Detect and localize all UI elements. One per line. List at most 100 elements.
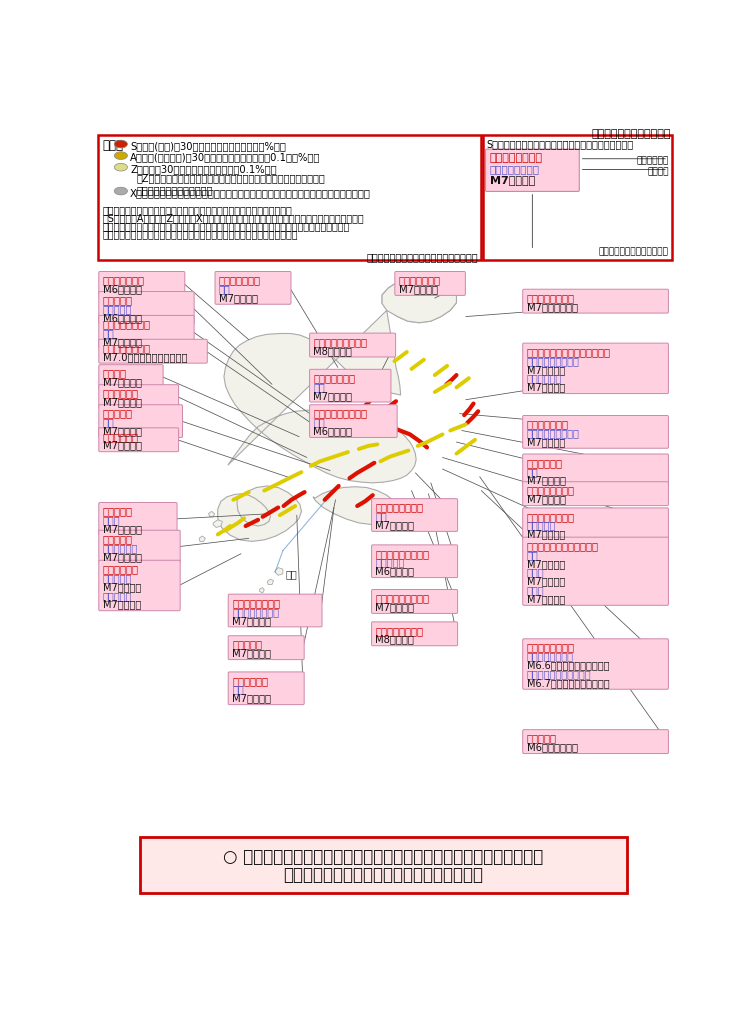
Text: 沖縄: 沖縄 — [286, 569, 298, 579]
FancyBboxPatch shape — [99, 385, 178, 408]
FancyBboxPatch shape — [310, 370, 391, 402]
Text: 主部：衣笠・北武断層帯: 主部：衣笠・北武断層帯 — [526, 669, 591, 679]
Polygon shape — [200, 536, 206, 541]
FancyBboxPatch shape — [310, 333, 395, 357]
FancyBboxPatch shape — [215, 272, 291, 304]
Text: 断層帯の名称: 断層帯の名称 — [637, 156, 669, 165]
Polygon shape — [260, 588, 264, 593]
Text: 凡例：: 凡例： — [102, 140, 123, 152]
Text: Sランクの活動区間を含む断層帯に吹き出しを付けた。: Sランクの活動区間を含む断層帯に吹き出しを付けた。 — [486, 139, 633, 149]
Text: 主部: 主部 — [376, 512, 387, 522]
FancyBboxPatch shape — [523, 482, 668, 505]
FancyBboxPatch shape — [483, 135, 672, 259]
FancyBboxPatch shape — [99, 561, 180, 611]
FancyBboxPatch shape — [523, 730, 668, 753]
FancyBboxPatch shape — [523, 639, 668, 689]
Text: M7．５程度: M7．５程度 — [232, 648, 271, 659]
Text: M7．４程度: M7．４程度 — [526, 594, 565, 604]
Polygon shape — [209, 512, 214, 517]
Text: 櫛形山脈断層帯: 櫛形山脈断層帯 — [103, 276, 145, 285]
FancyBboxPatch shape — [99, 428, 178, 451]
Text: M7．６程度: M7．６程度 — [526, 577, 565, 586]
Text: 石鎚山脈北緑西部: 石鎚山脈北緑西部 — [232, 606, 279, 617]
Text: 山形盆地断層帯: 山形盆地断層帯 — [219, 276, 261, 285]
Text: 中南部: 中南部 — [526, 585, 544, 595]
Text: M7．７程度: M7．７程度 — [103, 378, 142, 387]
Text: 木曽山脈西縁断層帯: 木曽山脈西縁断層帯 — [376, 548, 430, 558]
FancyBboxPatch shape — [485, 149, 579, 191]
FancyBboxPatch shape — [99, 502, 177, 535]
Text: 弥栄断層: 弥栄断層 — [103, 369, 127, 379]
Text: 主部：北部: 主部：北部 — [103, 304, 132, 314]
Polygon shape — [313, 487, 400, 525]
Text: 長岡平野西縁断層帯: 長岡平野西縁断層帯 — [314, 337, 368, 347]
FancyBboxPatch shape — [523, 343, 668, 393]
Text: 警固断層帯: 警固断層帯 — [103, 506, 133, 517]
Text: 上町断層帯: 上町断層帯 — [232, 639, 262, 649]
Text: Sランク、Aランク、Zランク、Xランクのいずれも、すぐに地震が起こることが否定できない。: Sランク、Aランク、Zランク、Xランクのいずれも、すぐに地震が起こることが否定で… — [102, 213, 364, 223]
Text: 主部：南部: 主部：南部 — [376, 557, 405, 568]
Text: M6.6程度もしくはそれ以上: M6.6程度もしくはそれ以上 — [526, 661, 609, 671]
Text: 活動区間: 活動区間 — [647, 167, 669, 177]
Text: 日奈久断層帯: 日奈久断層帯 — [103, 565, 139, 574]
Text: M7．５程度: M7．５程度 — [490, 175, 535, 185]
Ellipse shape — [114, 152, 128, 159]
Text: 八代海区間: 八代海区間 — [103, 573, 132, 583]
Text: 菊川断層帯: 菊川断層帯 — [103, 408, 133, 419]
Text: 中北部: 中北部 — [526, 568, 544, 578]
Text: 南東部: 南東部 — [103, 516, 120, 525]
Text: M7．２程度: M7．２程度 — [526, 530, 565, 539]
FancyBboxPatch shape — [228, 636, 304, 660]
FancyBboxPatch shape — [371, 622, 458, 645]
FancyBboxPatch shape — [523, 454, 668, 487]
Ellipse shape — [114, 163, 128, 172]
Polygon shape — [275, 568, 283, 575]
Text: M6．９程度: M6．９程度 — [103, 313, 142, 323]
Text: 糸魚川一静岡構造線断層帯: 糸魚川一静岡構造線断層帯 — [526, 541, 598, 551]
Text: M7．３程度以上: M7．３程度以上 — [526, 302, 578, 312]
Text: 日奈久区間: 日奈久区間 — [103, 591, 132, 600]
Text: M7．１程度: M7．１程度 — [314, 391, 352, 401]
FancyBboxPatch shape — [523, 537, 668, 605]
Text: 国府断層帯: 国府断層帯 — [526, 521, 556, 531]
Text: M7．４程度: M7．４程度 — [376, 602, 415, 613]
FancyBboxPatch shape — [228, 594, 322, 627]
Text: 中部: 中部 — [103, 418, 115, 428]
Text: M7．７程度: M7．７程度 — [526, 558, 565, 569]
Text: 三浦半島系断層群: 三浦半島系断層群 — [526, 642, 574, 652]
Text: 十日町断層帯: 十日町断層帯 — [526, 457, 562, 468]
Text: サロベツ断層帯: サロベツ断層帯 — [399, 276, 441, 285]
Text: （Zランクでも、活断層が存在すること自体、当該地域で大きな地震が
　発生する可能性を示す。）: （Zランクでも、活断層が存在すること自体、当該地域で大きな地震が 発生する可能性… — [136, 174, 326, 195]
Text: M8．０程度: M8．０程度 — [376, 635, 414, 644]
Text: 呉羽山断層帯: 呉羽山断層帯 — [526, 374, 562, 384]
Text: 高田平野断層帯: 高田平野断層帯 — [526, 420, 568, 430]
Ellipse shape — [114, 187, 128, 195]
Text: ２０２５年１月１５日公表: ２０２５年１月１５日公表 — [592, 129, 671, 139]
FancyBboxPatch shape — [523, 289, 668, 313]
Polygon shape — [267, 579, 274, 584]
Text: M7．３程度: M7．３程度 — [103, 582, 141, 592]
Text: 阿寺断層帯: 阿寺断層帯 — [103, 295, 133, 305]
Polygon shape — [217, 486, 302, 541]
Text: Sランク(高い)：30年以内の地震発生確率が３%以上: Sランク(高い)：30年以内の地震発生確率が３%以上 — [130, 141, 286, 151]
FancyBboxPatch shape — [99, 404, 182, 437]
Text: M7．０程度: M7．０程度 — [526, 364, 565, 375]
Text: 北部: 北部 — [103, 328, 115, 338]
Text: 北部: 北部 — [526, 550, 538, 560]
Text: ランクの算定基準日は２０２５年１月１日: ランクの算定基準日は２０２５年１月１日 — [367, 252, 478, 261]
Text: 富士川河口断層帯: 富士川河口断層帯 — [376, 626, 424, 636]
Text: る強い揺れに見舞われるおそれがあります。: る強い揺れに見舞われるおそれがあります。 — [284, 867, 484, 884]
Text: 周防灘断層帯: 周防灘断層帯 — [232, 676, 268, 686]
Text: M7．２程度: M7．２程度 — [103, 524, 142, 534]
FancyBboxPatch shape — [371, 545, 458, 578]
FancyBboxPatch shape — [99, 272, 184, 295]
Text: 高山・大原断層帯: 高山・大原断層帯 — [526, 512, 574, 522]
Text: M6．９程度: M6．９程度 — [314, 427, 352, 436]
Text: 黒松内低地断層帯: 黒松内低地断層帯 — [526, 293, 574, 303]
Ellipse shape — [114, 140, 128, 148]
Text: 奈良盆地東縁断層帯: 奈良盆地東縁断層帯 — [376, 593, 430, 603]
Text: Zランク：30年以内の地震発生確率が0.1%未満: Zランク：30年以内の地震発生確率が0.1%未満 — [130, 164, 277, 175]
Text: 安芸灘断層帯: 安芸灘断層帯 — [103, 389, 139, 398]
Text: 中央構造線断層帯: 中央構造線断層帯 — [490, 153, 543, 163]
Polygon shape — [382, 277, 457, 323]
